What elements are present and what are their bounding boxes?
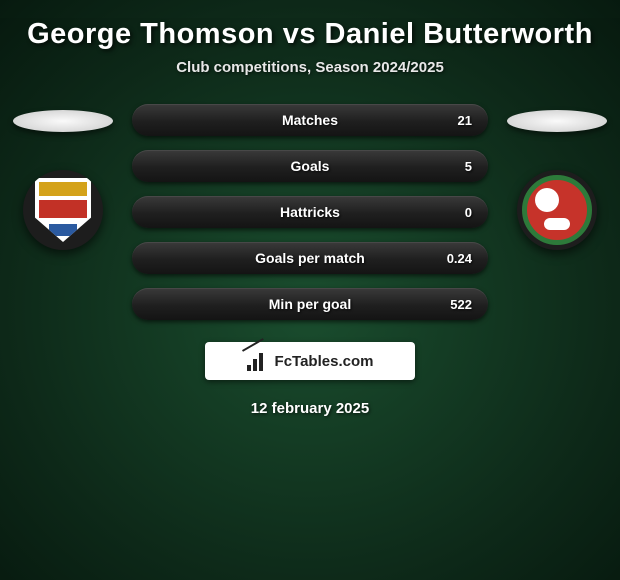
date-line: 12 february 2025 bbox=[0, 400, 620, 417]
club-crest-left bbox=[23, 170, 103, 250]
stat-row-hattricks: Hattricks 0 bbox=[132, 196, 488, 228]
bar-chart-icon bbox=[247, 351, 269, 371]
stats-column: Matches 21 Goals 5 Hattricks 0 Goals per… bbox=[118, 104, 502, 320]
stat-label: Hattricks bbox=[280, 204, 340, 220]
subtitle: Club competitions, Season 2024/2025 bbox=[0, 59, 620, 76]
stat-right-value: 21 bbox=[444, 113, 472, 128]
stat-row-min-per-goal: Min per goal 522 bbox=[132, 288, 488, 320]
comparison-row: Matches 21 Goals 5 Hattricks 0 Goals per… bbox=[0, 104, 620, 320]
player-left-placeholder bbox=[13, 110, 113, 132]
stat-label: Min per goal bbox=[269, 296, 351, 312]
player-right-placeholder bbox=[507, 110, 607, 132]
stat-label: Goals per match bbox=[255, 250, 365, 266]
brand-text: FcTables.com bbox=[275, 353, 374, 370]
stat-row-goals: Goals 5 bbox=[132, 150, 488, 182]
stat-row-goals-per-match: Goals per match 0.24 bbox=[132, 242, 488, 274]
stat-label: Goals bbox=[291, 158, 330, 174]
stat-right-value: 522 bbox=[444, 297, 472, 312]
club-crest-right bbox=[517, 170, 597, 250]
stat-right-value: 0 bbox=[444, 205, 472, 220]
stat-label: Matches bbox=[282, 112, 338, 128]
club-badge-icon bbox=[522, 175, 592, 245]
left-player-col bbox=[8, 104, 118, 250]
page-title: George Thomson vs Daniel Butterworth bbox=[10, 18, 610, 51]
stat-right-value: 0.24 bbox=[444, 251, 472, 266]
brand-attribution[interactable]: FcTables.com bbox=[205, 342, 415, 380]
stat-right-value: 5 bbox=[444, 159, 472, 174]
stat-row-matches: Matches 21 bbox=[132, 104, 488, 136]
right-player-col bbox=[502, 104, 612, 250]
shield-icon bbox=[35, 178, 91, 242]
